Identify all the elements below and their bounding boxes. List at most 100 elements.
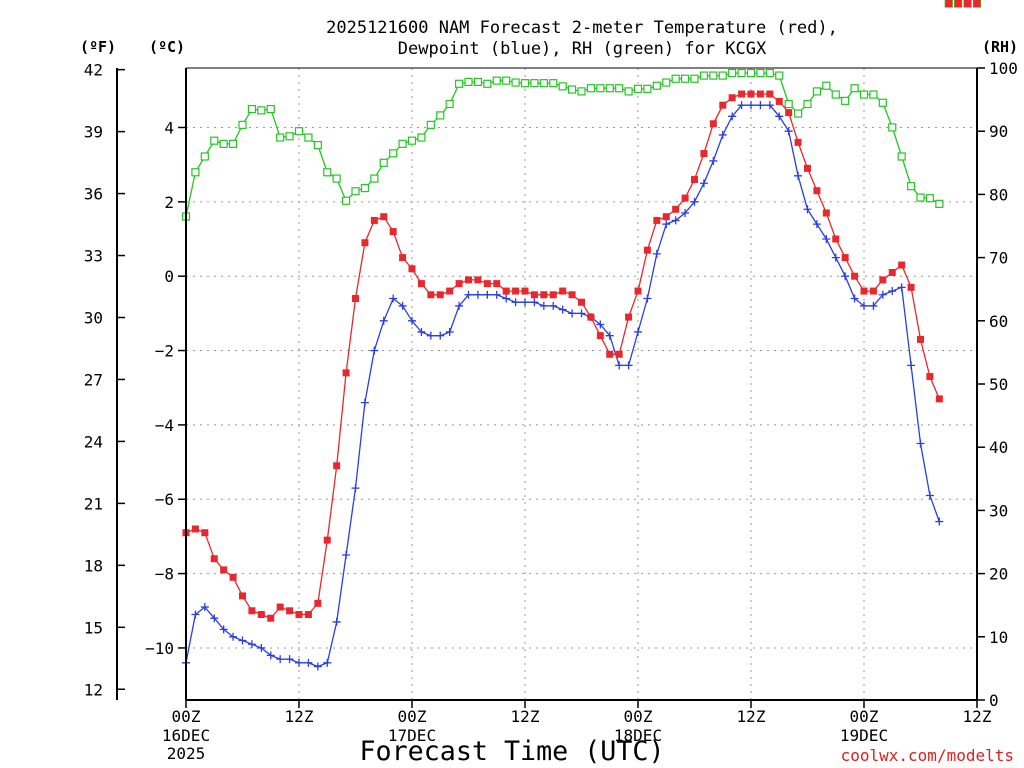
rh-point xyxy=(586,84,596,93)
dewpoint-point xyxy=(276,655,285,664)
fahrenheit-tick-label: 18 xyxy=(84,556,103,575)
dewpoint-line xyxy=(185,104,940,668)
dewpoint-point xyxy=(737,101,746,110)
celsius-tick-label: 0 xyxy=(164,267,174,286)
dewpoint-point xyxy=(888,287,897,296)
temperature-point xyxy=(766,90,774,98)
dewpoint-point xyxy=(850,294,859,303)
rh-point xyxy=(379,158,388,167)
rh-tick-label: 90 xyxy=(989,122,1008,141)
temperature-point xyxy=(314,599,322,607)
dewpoint-point xyxy=(596,320,605,329)
temperature-point xyxy=(276,603,284,611)
celsius-tick-label: −4 xyxy=(155,416,174,435)
temperature-point xyxy=(898,261,906,269)
temperature-point xyxy=(606,350,614,358)
temperature-point xyxy=(672,205,680,213)
temperature-point xyxy=(559,287,567,295)
rh-point xyxy=(558,82,567,91)
rh-point xyxy=(812,87,822,96)
rh-point xyxy=(728,68,737,78)
temperature-point xyxy=(615,350,623,358)
temperature-point xyxy=(540,291,548,299)
dewpoint-point xyxy=(878,290,887,299)
temperature-point xyxy=(530,291,538,299)
x-tick-label: 12Z xyxy=(963,707,992,726)
temperature-point xyxy=(775,97,783,105)
rh-tick-label: 10 xyxy=(989,628,1008,647)
rh-point xyxy=(492,76,501,85)
rh-point xyxy=(454,79,464,88)
temperature-point xyxy=(446,287,454,295)
dewpoint-point xyxy=(916,439,925,448)
x-axis-title: Forecast Time (UTC) xyxy=(360,736,665,767)
dewpoint-point xyxy=(502,294,511,303)
rh-point xyxy=(191,168,200,177)
temperature-point xyxy=(643,246,651,254)
rh-point xyxy=(266,104,275,114)
temperature-point xyxy=(304,610,312,618)
x-tick-label: 00Z xyxy=(172,707,201,726)
x-tick-year-label: 2025 xyxy=(167,744,206,763)
temperature-point xyxy=(568,291,576,299)
rh-point xyxy=(935,199,944,208)
temperature-point xyxy=(945,0,953,7)
dewpoint-point xyxy=(323,658,332,667)
dewpoint-point xyxy=(417,327,426,336)
dewpoint-point xyxy=(907,361,916,370)
left-outer-unit-label: (ºF) xyxy=(80,38,116,56)
rh-point xyxy=(473,77,483,87)
temperature-point xyxy=(973,0,981,7)
rh-tick-label: 0 xyxy=(989,691,999,710)
dewpoint-point xyxy=(408,316,416,325)
temperature-point xyxy=(851,272,859,280)
temperature-point xyxy=(813,187,821,195)
rh-point xyxy=(643,84,652,93)
dewpoint-point xyxy=(436,331,445,340)
temperature-point xyxy=(681,194,689,202)
rh-point xyxy=(577,87,586,96)
dewpoint-point xyxy=(662,220,671,229)
temperature-point xyxy=(549,291,557,299)
dewpoint-point xyxy=(624,361,633,370)
temperature-point xyxy=(493,280,501,288)
temperature-point xyxy=(907,283,915,291)
rh-tick-label: 50 xyxy=(989,375,1008,394)
rh-point xyxy=(304,133,313,142)
rh-point xyxy=(238,120,247,129)
dewpoint-point xyxy=(530,298,539,307)
rh-tick-label: 100 xyxy=(989,59,1018,78)
dewpoint-point xyxy=(426,331,435,340)
temperature-point xyxy=(841,254,849,262)
rh-point xyxy=(294,127,304,136)
dewpoint-point xyxy=(511,298,520,307)
dewpoint-point xyxy=(671,216,680,225)
temperature-point xyxy=(333,462,341,470)
dewpoint-point xyxy=(332,617,341,626)
temperature-point xyxy=(521,287,529,295)
temperature-point xyxy=(389,228,397,236)
x-tick-date-label: 18DEC xyxy=(614,726,662,745)
x-tick-label: 00Z xyxy=(624,707,653,726)
dewpoint-point xyxy=(681,208,690,217)
temperature-point xyxy=(794,138,802,146)
temperature-point xyxy=(257,610,265,618)
rh-point xyxy=(718,71,727,80)
temperature-point xyxy=(295,610,303,618)
rh-point xyxy=(869,90,878,99)
temperature-point xyxy=(201,529,209,537)
temperature-point xyxy=(380,213,388,221)
dewpoint-point xyxy=(869,301,878,310)
rh-point xyxy=(878,98,887,107)
rh-point xyxy=(671,74,680,83)
fahrenheit-tick-label: 30 xyxy=(84,308,103,327)
rh-point xyxy=(398,139,407,148)
temperature-point xyxy=(860,287,868,295)
dewpoint-point xyxy=(464,290,473,299)
rh-point xyxy=(436,111,445,120)
dewpoint-point xyxy=(822,235,831,244)
rh-point xyxy=(323,168,332,177)
dewpoint-point xyxy=(455,301,464,310)
gridlines xyxy=(185,68,978,700)
fahrenheit-tick-label: 21 xyxy=(84,494,103,513)
